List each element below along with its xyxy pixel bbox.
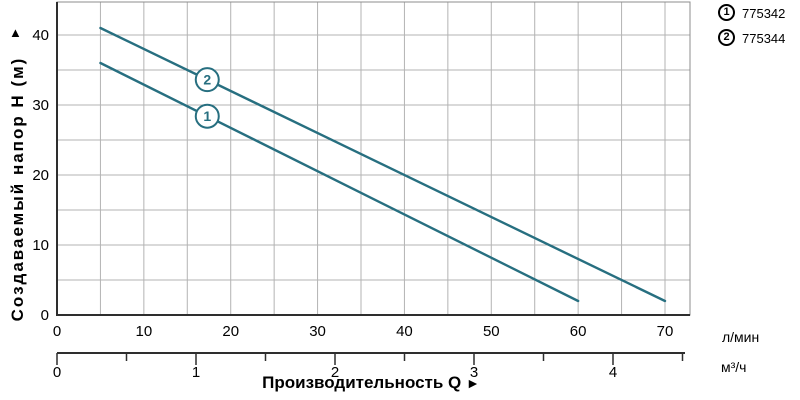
y-axis-title: Создаваемый напор H (м) — [8, 56, 27, 322]
legend: 1 775342 2 775344 — [718, 4, 785, 54]
curve-1-badge-icon: 1 — [718, 4, 735, 21]
x-tick-label-m3h: 2 — [331, 364, 339, 381]
legend-label-775342: 775342 — [742, 5, 786, 21]
right-arrow-icon: ► — [466, 375, 480, 391]
y-tick-label: 30 — [32, 97, 49, 114]
x-tick-label-lmin: 10 — [136, 323, 153, 340]
x-tick-label-lmin: 20 — [222, 323, 239, 340]
y-tick-label: 0 — [41, 307, 49, 324]
x-axis-title: Производительность Q ► — [241, 373, 501, 393]
x-tick-label-m3h: 1 — [192, 364, 200, 381]
y-tick-label: 10 — [32, 237, 49, 254]
x-axis-title-text: Производительность Q — [262, 373, 462, 392]
x-tick-label-lmin: 60 — [570, 323, 587, 340]
x-tick-label-m3h: 0 — [53, 364, 61, 381]
curve-marker-number: 2 — [203, 72, 211, 88]
x-tick-label-m3h: 4 — [609, 364, 617, 381]
legend-item-1: 1 775342 — [718, 4, 785, 21]
y-tick-label: 40 — [32, 27, 49, 44]
curve-marker-1 — [194, 103, 220, 129]
curve-line-775342 — [99, 61, 580, 303]
x-tick-label-lmin: 0 — [53, 323, 61, 340]
x-tick-label-lmin: 30 — [309, 323, 326, 340]
curve-2-badge-icon: 2 — [718, 29, 735, 46]
unit-label-m3h: м³/ч — [721, 359, 747, 375]
unit-label-lmin: л/мин — [722, 329, 760, 345]
up-arrow-icon: ▲ — [9, 25, 22, 40]
x-tick-label-lmin: 70 — [657, 323, 674, 340]
x-tick-label-lmin: 50 — [483, 323, 500, 340]
y-tick-label: 20 — [32, 167, 49, 184]
curve-marker-number: 1 — [203, 108, 211, 124]
legend-label-775344: 775344 — [742, 30, 786, 46]
curve-marker-2 — [194, 67, 220, 93]
x-tick-label-m3h: 3 — [470, 364, 478, 381]
curve-line-775344 — [99, 26, 667, 303]
legend-item-2: 2 775344 — [718, 29, 785, 46]
x-tick-label-lmin: 40 — [396, 323, 413, 340]
